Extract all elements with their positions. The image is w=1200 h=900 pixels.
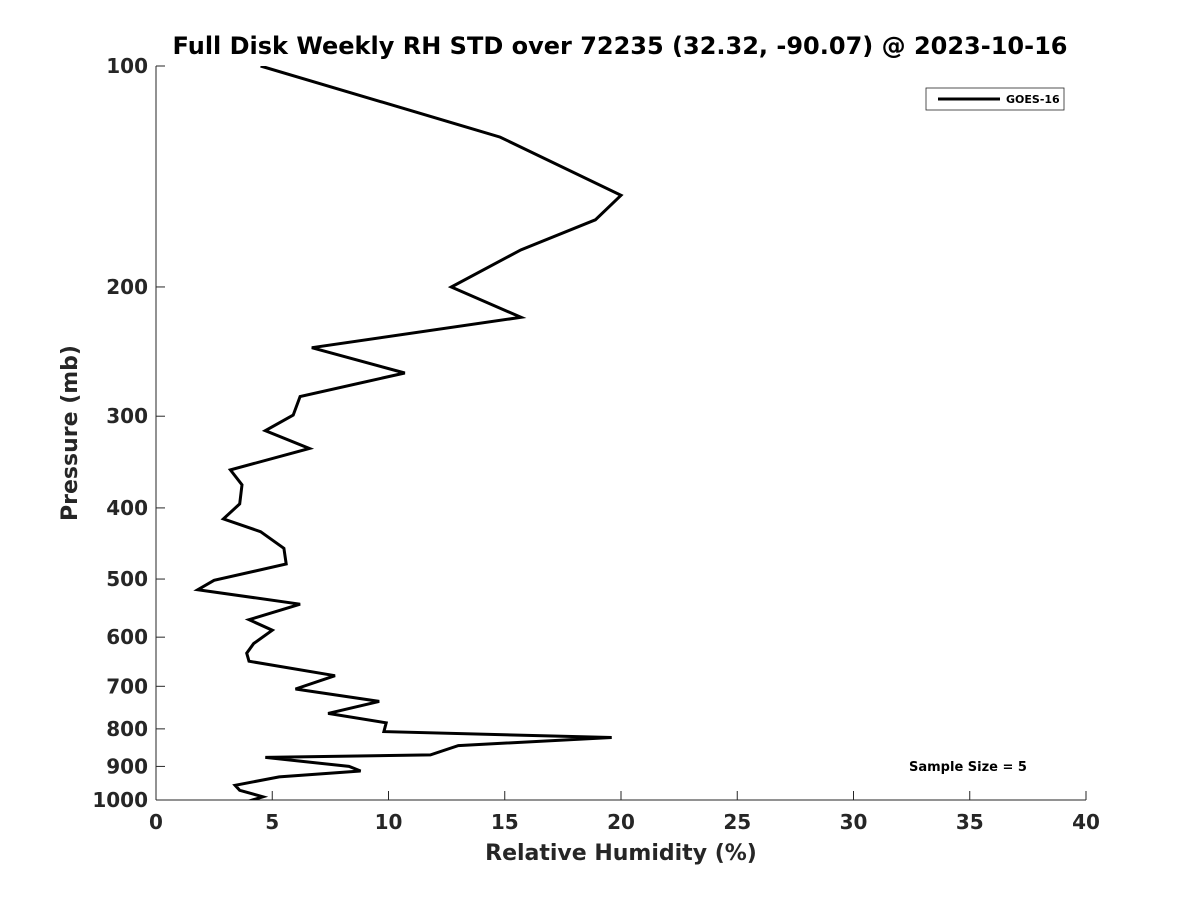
x-tick-label: 30 bbox=[840, 810, 868, 834]
x-tick-label: 15 bbox=[491, 810, 519, 834]
x-axis-label: Relative Humidity (%) bbox=[485, 841, 757, 866]
y-tick-label: 100 bbox=[106, 54, 148, 78]
x-tick-label: 25 bbox=[723, 810, 751, 834]
y-axis-label: Pressure (mb) bbox=[58, 345, 83, 521]
legend-label-goes-16: GOES-16 bbox=[1006, 93, 1060, 106]
y-tick-label: 700 bbox=[106, 674, 148, 698]
y-tick-label: 200 bbox=[106, 275, 148, 299]
y-tick-label: 900 bbox=[106, 754, 148, 778]
x-tick-label: 5 bbox=[265, 810, 279, 834]
y-tick-label: 1000 bbox=[92, 788, 148, 812]
series-line-goes-16 bbox=[193, 66, 624, 800]
x-tick-label: 10 bbox=[375, 810, 403, 834]
chart-title: Full Disk Weekly RH STD over 72235 (32.3… bbox=[173, 32, 1068, 60]
y-tick-label: 400 bbox=[106, 496, 148, 520]
y-tick-label: 300 bbox=[106, 404, 148, 428]
x-axis-ticks: 0 5 10 15 20 25 30 35 40 bbox=[149, 791, 1100, 834]
y-axis-ticks: 100 200 300 400 500 600 700 800 900 1000 bbox=[92, 54, 165, 812]
y-tick-label: 800 bbox=[106, 717, 148, 741]
series-layer bbox=[193, 66, 624, 800]
legend: GOES-16 bbox=[925, 87, 1065, 111]
x-tick-label: 35 bbox=[956, 810, 984, 834]
x-tick-label: 20 bbox=[607, 810, 635, 834]
y-tick-label: 500 bbox=[106, 567, 148, 591]
y-tick-label: 600 bbox=[106, 625, 148, 649]
sample-size-annotation: Sample Size = 5 bbox=[909, 760, 1027, 775]
x-tick-label: 0 bbox=[149, 810, 163, 834]
x-tick-label: 40 bbox=[1072, 810, 1100, 834]
